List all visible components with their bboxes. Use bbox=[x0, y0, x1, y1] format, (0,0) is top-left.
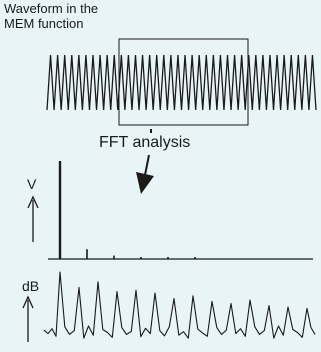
fft-arrow-shaft bbox=[144, 154, 150, 176]
title-line-2: MEM function bbox=[4, 16, 84, 31]
v-spectrum-peaks bbox=[58, 161, 196, 259]
v-axis-label: V bbox=[27, 176, 37, 192]
title-line-1: Waveform in the bbox=[4, 1, 99, 16]
arrow-up-icon bbox=[22, 295, 34, 342]
fft-analysis-label: FFT analysis bbox=[99, 134, 191, 151]
db-axis-label: dB bbox=[22, 278, 40, 294]
arrow-down-icon bbox=[136, 172, 154, 194]
db-spectrum-trace bbox=[43, 271, 316, 339]
arrow-up-icon bbox=[27, 195, 39, 242]
waveform-trace bbox=[46, 54, 317, 111]
